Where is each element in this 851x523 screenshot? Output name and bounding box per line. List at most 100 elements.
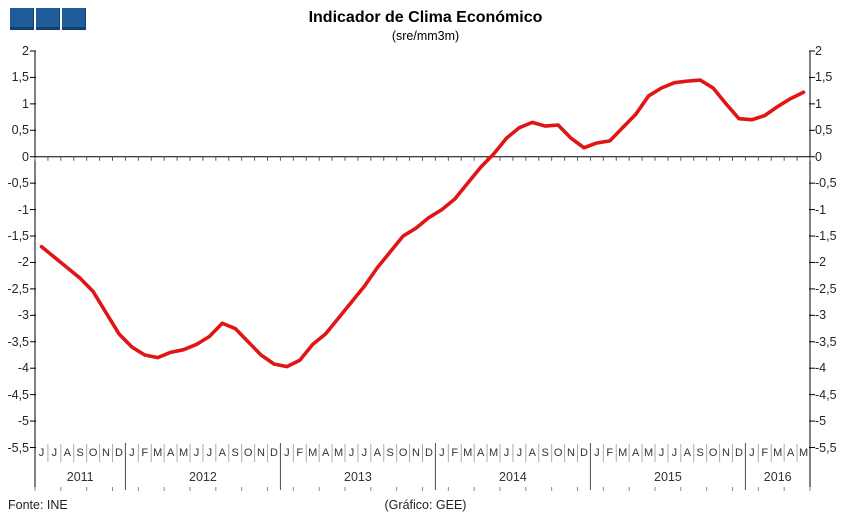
series-line (39, 78, 806, 369)
month-label: N (102, 447, 110, 459)
month-label: N (722, 447, 730, 459)
month-label: A (166, 447, 175, 459)
month-label: J (361, 447, 368, 459)
month-label: M (618, 447, 628, 459)
month-label: J (658, 447, 665, 459)
month-label: S (386, 447, 394, 459)
y-axis-tick-label: -2 (17, 255, 29, 270)
month-label: J (193, 447, 200, 459)
chart-subtitle: (sre/mm3m) (391, 29, 460, 43)
y-axis-tick-label: -4,5 (7, 387, 29, 402)
y-axis-tick-label: -3,5 (815, 334, 837, 349)
month-label: S (231, 447, 239, 459)
month-label: A (786, 447, 795, 459)
month-label: S (76, 447, 84, 459)
year-label: 2013 (344, 470, 372, 484)
y-axis-tick-label: -4 (815, 361, 827, 376)
year-label: 2011 (66, 470, 94, 484)
y-axis-tick-label: -1 (17, 202, 29, 217)
month-label: F (761, 447, 769, 459)
month-label: D (269, 447, 278, 459)
y-axis-tick-label: -0,5 (815, 176, 837, 191)
month-label: N (412, 447, 420, 459)
y-axis-tick-label: -5 (815, 414, 827, 429)
y-axis-tick-label: -1,5 (7, 229, 29, 244)
logo-squares-icon (10, 8, 86, 30)
month-label: J (348, 447, 355, 459)
month-label: M (308, 447, 318, 459)
y-axis-tick-label: 0 (22, 149, 29, 164)
month-label: M (463, 447, 473, 459)
month-label: A (373, 447, 381, 459)
y-axis-tick-label: -1,5 (815, 229, 837, 244)
y-axis-tick-label: -0,5 (7, 176, 29, 191)
y-axis-tick-label: -4 (17, 361, 29, 376)
y-axis-tick-label: 2 (22, 44, 29, 58)
logo-square-icon (10, 8, 34, 30)
month-label: A (218, 447, 226, 459)
year-label: 2015 (654, 470, 682, 484)
month-label: J (749, 447, 755, 459)
month-label: O (243, 447, 253, 459)
month-label: A (683, 447, 691, 459)
month-label: J (671, 447, 678, 459)
month-label: M (798, 447, 809, 459)
month-label: N (567, 447, 575, 459)
month-label: J (284, 447, 290, 459)
month-label: O (553, 447, 563, 459)
year-label: 2016 (763, 470, 792, 484)
month-label: A (631, 447, 640, 459)
month-label: D (734, 447, 743, 459)
y-axis-tick-label: 1 (22, 96, 29, 111)
credit-note: (Gráfico: GEE) (384, 498, 467, 512)
y-axis-tick-label: 1,5 (815, 70, 833, 85)
month-label: N (257, 447, 265, 459)
month-label: M (488, 447, 499, 459)
month-label: S (696, 447, 704, 459)
month-label: J (38, 447, 45, 459)
y-axis-tick-label: -3 (17, 308, 29, 323)
month-label: M (153, 447, 163, 459)
month-label: O (88, 447, 98, 459)
y-axis-tick-label: -2 (815, 255, 827, 270)
month-label: F (606, 447, 614, 459)
month-label: M (643, 447, 654, 459)
y-axis-tick-label: -4,5 (815, 387, 837, 402)
y-axis-tick-label: 0,5 (11, 123, 29, 138)
logo-square-icon (62, 8, 86, 30)
month-label: O (708, 447, 718, 459)
month-label: J (594, 447, 600, 459)
y-axis-tick-label: 0 (815, 149, 822, 164)
month-label: J (516, 447, 523, 459)
month-label: J (206, 447, 213, 459)
month-label: D (424, 447, 433, 459)
y-axis-tick-label: -3,5 (7, 334, 29, 349)
y-axis-tick-label: -2,5 (815, 281, 837, 296)
month-label: A (321, 447, 330, 459)
month-label: J (51, 447, 58, 459)
month-label: F (296, 447, 304, 459)
month-label: D (579, 447, 588, 459)
y-axis-tick-label: -5,5 (7, 440, 29, 455)
year-label: 2014 (499, 470, 527, 484)
month-label: D (114, 447, 123, 459)
month-label: A (63, 447, 71, 459)
source-note: Fonte: INE (8, 498, 68, 512)
month-label: J (503, 447, 510, 459)
month-label: F (141, 447, 149, 459)
month-label: A (476, 447, 485, 459)
y-axis-tick-label: 1,5 (11, 70, 29, 85)
month-label: S (541, 447, 549, 459)
month-label: J (439, 447, 445, 459)
month-label: A (528, 447, 536, 459)
chart-title: Indicador de Clima Económico (308, 9, 543, 26)
y-axis-tick-label: -3 (815, 308, 827, 323)
logo-square-icon (36, 8, 60, 30)
y-axis-tick-label: -2,5 (7, 281, 29, 296)
month-label: M (773, 447, 783, 459)
month-label: J (129, 447, 135, 459)
month-label: M (333, 447, 344, 459)
y-axis-tick-label: -1 (815, 202, 827, 217)
